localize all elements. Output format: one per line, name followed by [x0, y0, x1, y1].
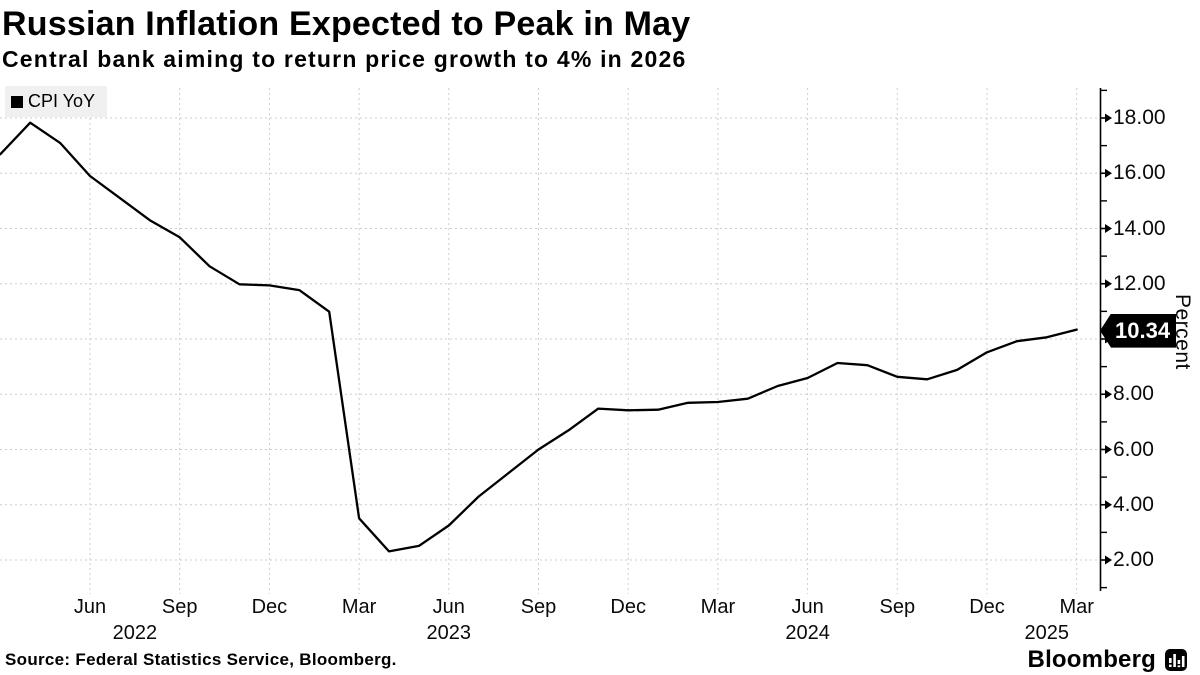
x-axis-tick-label: Mar — [1059, 596, 1094, 618]
x-axis-tick-label: Dec — [251, 596, 288, 618]
x-axis-tick-label: Mar — [700, 596, 736, 618]
y-axis-tick-label: 14.00 — [1113, 216, 1166, 240]
x-axis-tick-label: Jun — [73, 596, 107, 618]
x-axis-year-label: 2024 — [785, 622, 830, 644]
brand-wordmark: Bloomberg — [1027, 646, 1156, 673]
x-axis-year-label: 2022 — [112, 622, 158, 644]
brand-logo: Bloomberg — [1028, 646, 1188, 674]
x-axis-tick-label: Dec — [969, 596, 1005, 618]
x-axis-year-label: 2023 — [426, 622, 472, 644]
y-axis-tick-label: 4.00 — [1113, 492, 1154, 516]
x-axis-tick-label: Jun — [432, 596, 465, 618]
x-axis-tick-label: Sep — [520, 596, 557, 618]
last-value-tag: 10.34 — [1100, 313, 1176, 348]
x-axis-tick-label: Jun — [791, 596, 824, 618]
x-axis-tick-label: Mar — [341, 596, 377, 618]
y-axis-title: Percent — [1171, 294, 1194, 370]
y-tick-arrow-icon — [1105, 389, 1112, 399]
bloomberg-terminal-icon — [1165, 649, 1187, 671]
y-tick-arrow-icon — [1105, 445, 1112, 454]
y-axis-tick-label: 2.00 — [1113, 548, 1154, 571]
x-axis-tick-label: Sep — [879, 596, 916, 618]
y-axis-tick-label: 18.00 — [1113, 106, 1166, 129]
legend: CPI YoY — [5, 86, 108, 117]
y-tick-arrow-icon — [1105, 113, 1112, 123]
source-note: Source: Federal Statistics Service, Bloo… — [5, 650, 397, 669]
y-axis-tick-label: 8.00 — [1113, 382, 1154, 406]
cpi-yoy-line — [0, 121, 1078, 553]
page-subtitle: Central bank aiming to return price grow… — [2, 46, 687, 72]
x-axis-tick-label: Sep — [161, 596, 198, 618]
x-axis-year-label: 2025 — [1024, 622, 1070, 644]
y-tick-arrow-icon — [1105, 224, 1112, 233]
y-axis-tick-label: 6.00 — [1113, 437, 1154, 461]
y-tick-arrow-icon — [1105, 555, 1112, 565]
y-tick-arrow-icon — [1105, 168, 1112, 178]
y-tick-arrow-icon — [1105, 500, 1112, 510]
y-axis-tick-label: 12.00 — [1113, 271, 1166, 295]
page-title: Russian Inflation Expected to Peak in Ma… — [2, 5, 691, 43]
legend-label: CPI YoY — [28, 91, 96, 111]
y-axis-tick-label: 16.00 — [1113, 161, 1166, 185]
legend-swatch-icon — [11, 95, 23, 108]
x-axis-tick-label: Dec — [610, 596, 646, 618]
y-tick-arrow-icon — [1105, 279, 1112, 289]
